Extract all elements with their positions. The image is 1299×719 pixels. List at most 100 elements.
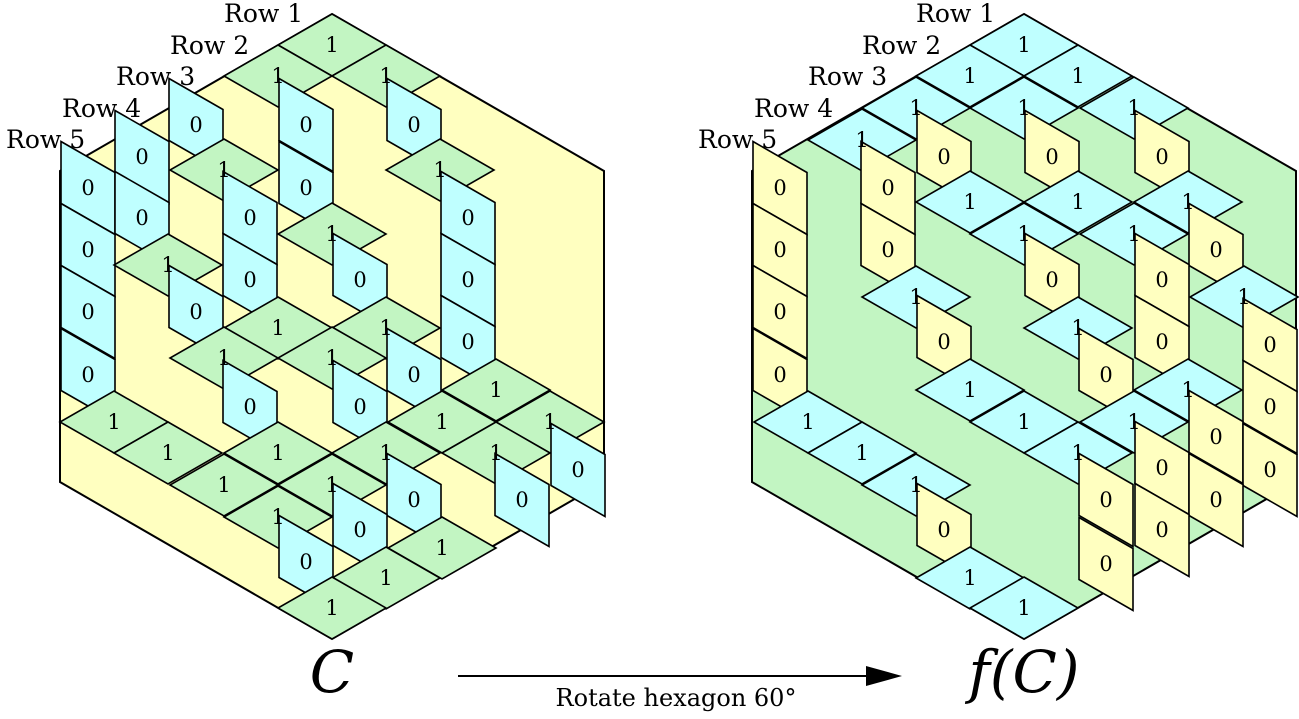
left-cell-label-14: 1 xyxy=(325,222,338,246)
right-cell-label-20: 0 xyxy=(1045,268,1058,292)
right-cell-label-35: 1 xyxy=(1017,410,1030,434)
left-cell-label-45: 0 xyxy=(353,518,366,542)
left-tile-40 xyxy=(168,453,280,517)
right-cell-label-31: 1 xyxy=(963,378,976,402)
right-cell-label-28: 0 xyxy=(1263,333,1276,357)
left-cell-label-48: 1 xyxy=(379,566,392,590)
caption-c: C xyxy=(310,638,354,706)
left-tile-20 xyxy=(60,264,116,360)
left-cell-label-28: 0 xyxy=(407,363,420,387)
left-cell-label-3: 0 xyxy=(189,113,202,137)
left-cell-label-22: 1 xyxy=(271,316,284,340)
left-cell-label-19: 0 xyxy=(461,268,474,292)
right-cell-label-15: 1 xyxy=(1017,222,1030,246)
right-tile-33 xyxy=(1242,359,1298,455)
left-cell-label-1: 1 xyxy=(271,64,284,88)
left-cell-label-7: 0 xyxy=(81,176,94,200)
right-cell-label-26: 0 xyxy=(937,330,950,354)
left-cell-label-23: 1 xyxy=(379,316,392,340)
right-tile-24 xyxy=(752,264,808,360)
row-label-right-5: Row 5 xyxy=(698,125,777,154)
left-cell-label-10: 1 xyxy=(433,158,446,182)
right-cell-label-42: 1 xyxy=(909,473,922,497)
left-cell-label-18: 0 xyxy=(353,268,366,292)
right-cell-label-30: 0 xyxy=(1099,363,1112,387)
left-cell-label-11: 0 xyxy=(135,206,148,230)
left-cell-label-41: 1 xyxy=(325,473,338,497)
left-cell-label-30: 0 xyxy=(243,395,256,419)
left-cell-label-13: 0 xyxy=(243,206,256,230)
right-cell-label-6: 1 xyxy=(855,128,868,152)
row-label-right-2: Row 2 xyxy=(862,31,941,60)
right-cell-label-49: 1 xyxy=(1017,596,1030,620)
right-cell-label-47: 0 xyxy=(1099,552,1112,576)
right-tile-47 xyxy=(1078,516,1134,612)
right-tile-31 xyxy=(914,358,1026,422)
right-cell-label-13: 1 xyxy=(1071,190,1084,214)
left-cell-label-9: 0 xyxy=(299,176,312,200)
rotate-arrow xyxy=(458,666,902,686)
left-cell-label-2: 1 xyxy=(379,64,392,88)
right-tile-1 xyxy=(914,44,1026,108)
right-cell-label-8: 0 xyxy=(1045,145,1058,169)
right-cell-label-36: 1 xyxy=(1127,410,1140,434)
left-cell-label-33: 1 xyxy=(435,410,448,434)
left-tile-4 xyxy=(278,77,334,173)
row-label-right-1: Row 1 xyxy=(916,0,995,28)
right-tile-49 xyxy=(968,576,1080,640)
right-cell-label-48: 1 xyxy=(963,566,976,590)
right-tile-12 xyxy=(914,170,1026,234)
left-cell-label-31: 0 xyxy=(353,395,366,419)
row-label-left-5: Row 5 xyxy=(6,125,85,154)
left-cell-label-20: 0 xyxy=(81,300,94,324)
right-cell-label-39: 1 xyxy=(1071,441,1084,465)
right-cell-label-14: 1 xyxy=(1181,190,1194,214)
right-tile-46 xyxy=(1134,482,1190,578)
right-cell-label-32: 1 xyxy=(1181,378,1194,402)
right-cell-label-43: 0 xyxy=(1099,488,1112,512)
left-tile-49 xyxy=(276,576,388,640)
left-cell-label-46: 1 xyxy=(435,536,448,560)
left-cell-label-25: 1 xyxy=(217,346,230,370)
left-cell-label-37: 1 xyxy=(379,441,392,465)
left-cell-label-47: 0 xyxy=(299,550,312,574)
right-tile-41 xyxy=(1242,422,1298,518)
right-cell-label-41: 0 xyxy=(1263,458,1276,482)
right-cell-label-27: 0 xyxy=(1155,330,1168,354)
left-tile-39 xyxy=(550,422,606,518)
left-cell-label-40: 1 xyxy=(217,473,230,497)
left-cell-label-21: 0 xyxy=(189,300,202,324)
left-cell-label-43: 0 xyxy=(515,488,528,512)
right-cell-label-40: 0 xyxy=(1155,456,1168,480)
right-tile-38 xyxy=(806,421,918,485)
right-cell-label-44: 0 xyxy=(1209,488,1222,512)
right-tile-44 xyxy=(1188,452,1244,548)
left-cell-label-39: 0 xyxy=(571,458,584,482)
left-cell-label-16: 1 xyxy=(161,253,174,277)
left-cell-label-34: 1 xyxy=(543,410,556,434)
right-cell-label-4: 1 xyxy=(1017,96,1030,120)
right-cell-label-10: 0 xyxy=(773,176,786,200)
left-cell-label-38: 1 xyxy=(489,441,502,465)
right-cell-label-25: 1 xyxy=(1071,316,1084,340)
right-cell-label-11: 0 xyxy=(881,176,894,200)
left-tile-35 xyxy=(112,421,224,485)
right-tile-43 xyxy=(1078,452,1134,548)
row-label-left-3: Row 3 xyxy=(116,62,195,91)
row-label-left-4: Row 4 xyxy=(62,94,141,123)
left-tile-1 xyxy=(222,44,334,108)
caption-f-of-c: f(C) xyxy=(964,638,1079,706)
right-cell-label-12: 1 xyxy=(963,190,976,214)
right-cell-label-33: 0 xyxy=(1263,395,1276,419)
left-cell-label-49: 1 xyxy=(325,596,338,620)
right-tile-2 xyxy=(1022,44,1134,108)
right-tile-3 xyxy=(860,76,972,140)
left-cell-label-15: 0 xyxy=(461,206,474,230)
row-label-left-2: Row 2 xyxy=(170,31,249,60)
right-cell-label-29: 0 xyxy=(773,363,786,387)
left-cell-label-0: 1 xyxy=(325,33,338,57)
right-cell-label-23: 1 xyxy=(1237,285,1250,309)
left-cell-label-29: 1 xyxy=(489,378,502,402)
